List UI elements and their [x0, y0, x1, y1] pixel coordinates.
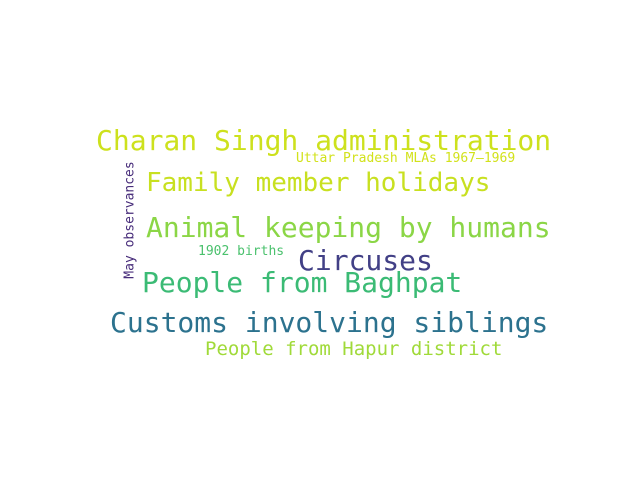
word-customs-involving-siblings: Customs involving siblings [110, 309, 548, 337]
word-uttar-pradesh-mlas: Uttar Pradesh MLAs 1967–1969 [296, 152, 515, 165]
word-family-member-holidays: Family member holidays [146, 170, 490, 196]
word-may-observances: May observances [124, 161, 137, 278]
word-people-from-hapur: People from Hapur district [205, 340, 502, 359]
word-people-from-baghpat: People from Baghpat [142, 269, 462, 297]
word-animal-keeping: Animal keeping by humans [146, 214, 551, 242]
word-1902-births: 1902 births [198, 245, 284, 258]
